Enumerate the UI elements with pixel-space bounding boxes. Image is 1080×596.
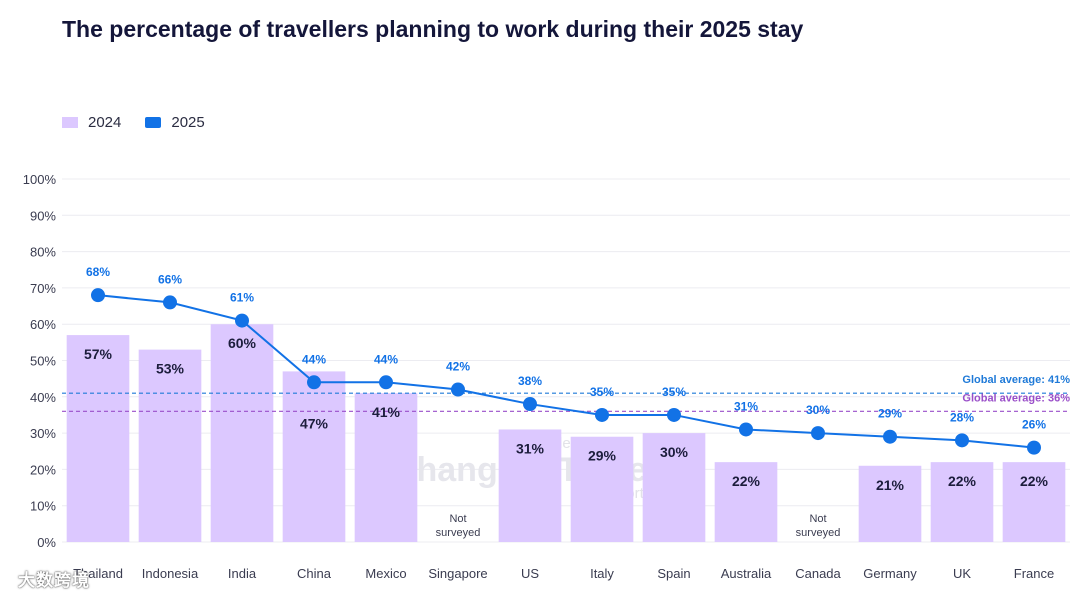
point-2025 [235,313,249,328]
bar-value-label: 21% [876,477,905,493]
point-2025-label: 29% [878,407,902,421]
y-tick-label: 80% [30,245,56,260]
x-tick-label: US [521,566,539,581]
bar-value-label: 60% [228,335,257,351]
corner-watermark: 大数跨境 [18,571,90,590]
y-tick-label: 10% [30,499,56,514]
bar-value-label: 22% [732,473,761,489]
point-2025 [523,397,537,412]
chart-title: The percentage of travellers planning to… [62,16,804,42]
bar-value-label: 22% [948,473,977,489]
x-tick-label: Germany [863,566,917,581]
point-2025-label: 68% [86,265,110,279]
x-tick-label: Spain [657,566,690,581]
bar-2024 [642,433,706,542]
x-tick-label: India [228,566,257,581]
point-2025-label: 30% [806,403,830,417]
point-2025 [91,288,105,303]
x-tick-label: UK [953,566,971,581]
point-2025-label: 35% [590,385,614,399]
y-tick-label: 100% [23,172,57,187]
bar-value-label: 29% [588,448,617,464]
legend-swatch-2025 [145,117,162,128]
not-surveyed-label: surveyed [796,527,841,539]
legend-item-2025: 2025 [145,114,205,131]
legend-item-2024: 2024 [62,114,121,131]
bar-2024 [1002,462,1066,542]
x-tick-label: Thailand [73,566,123,581]
point-2025 [595,407,609,422]
point-2025-label: 38% [518,374,542,388]
bar-value-label: 53% [156,361,185,377]
point-2025-label: 66% [158,272,182,286]
point-2025 [739,422,753,437]
point-2025 [307,375,321,390]
point-2025 [163,295,177,310]
point-2025 [667,407,681,422]
point-2025-label: 44% [302,352,326,366]
bar-2024 [210,324,274,542]
legend-swatch-2024 [62,117,78,128]
not-surveyed-label: surveyed [436,527,481,539]
y-tick-label: 60% [30,317,56,332]
x-tick-label: Canada [795,566,841,581]
bar-value-label: 41% [372,404,401,420]
point-2025 [1027,440,1041,455]
x-tick-label: Australia [721,566,772,581]
bar-2024 [570,436,634,542]
bar-value-label: 47% [300,415,329,431]
bar-2024 [66,335,130,542]
y-tick-label: 40% [30,390,56,405]
reference-line-label: Global average: 41% [962,374,1070,386]
y-tick-label: 70% [30,281,56,296]
bar-value-label: 31% [516,440,545,456]
point-2025 [451,382,465,397]
x-tick-label: Mexico [365,566,406,581]
point-2025-label: 31% [734,399,758,413]
x-tick-label: China [297,566,332,581]
point-2025-label: 61% [230,291,254,305]
point-2025-label: 28% [950,410,974,424]
legend: 2024 2025 [62,114,229,131]
point-2025 [955,433,969,448]
y-tick-label: 20% [30,462,56,477]
bar-2024 [282,371,346,542]
y-tick-label: 90% [30,208,56,223]
bar-2024 [714,462,778,542]
point-2025-label: 35% [662,385,686,399]
not-surveyed-label: Not [449,513,466,525]
reference-line-label: Global average: 36% [962,392,1070,404]
y-tick-label: 30% [30,426,56,441]
point-2025 [811,426,825,441]
point-2025-label: 42% [446,360,470,374]
legend-label-2025: 2025 [171,114,205,131]
y-tick-label: 0% [37,535,56,550]
x-tick-label: Indonesia [142,566,199,581]
bar-value-label: 30% [660,444,689,460]
bar-2024 [858,465,922,542]
point-2025-label: 44% [374,352,398,366]
series-2025-line [97,294,1035,449]
bar-2024 [498,429,562,542]
bar-2024 [138,349,202,542]
x-tick-label: Singapore [428,566,487,581]
x-tick-label: Italy [590,566,614,581]
bar-value-label: 22% [1020,473,1049,489]
point-2025 [379,375,393,390]
not-surveyed-label: Not [809,513,826,525]
x-tick-label: France [1014,566,1054,581]
bar-value-label: 57% [84,346,113,362]
bar-2024 [354,393,418,542]
bar-2024 [930,462,994,542]
y-tick-label: 50% [30,354,56,369]
legend-label-2024: 2024 [88,114,122,131]
point-2025 [883,429,897,444]
point-2025-label: 26% [1022,418,1046,432]
